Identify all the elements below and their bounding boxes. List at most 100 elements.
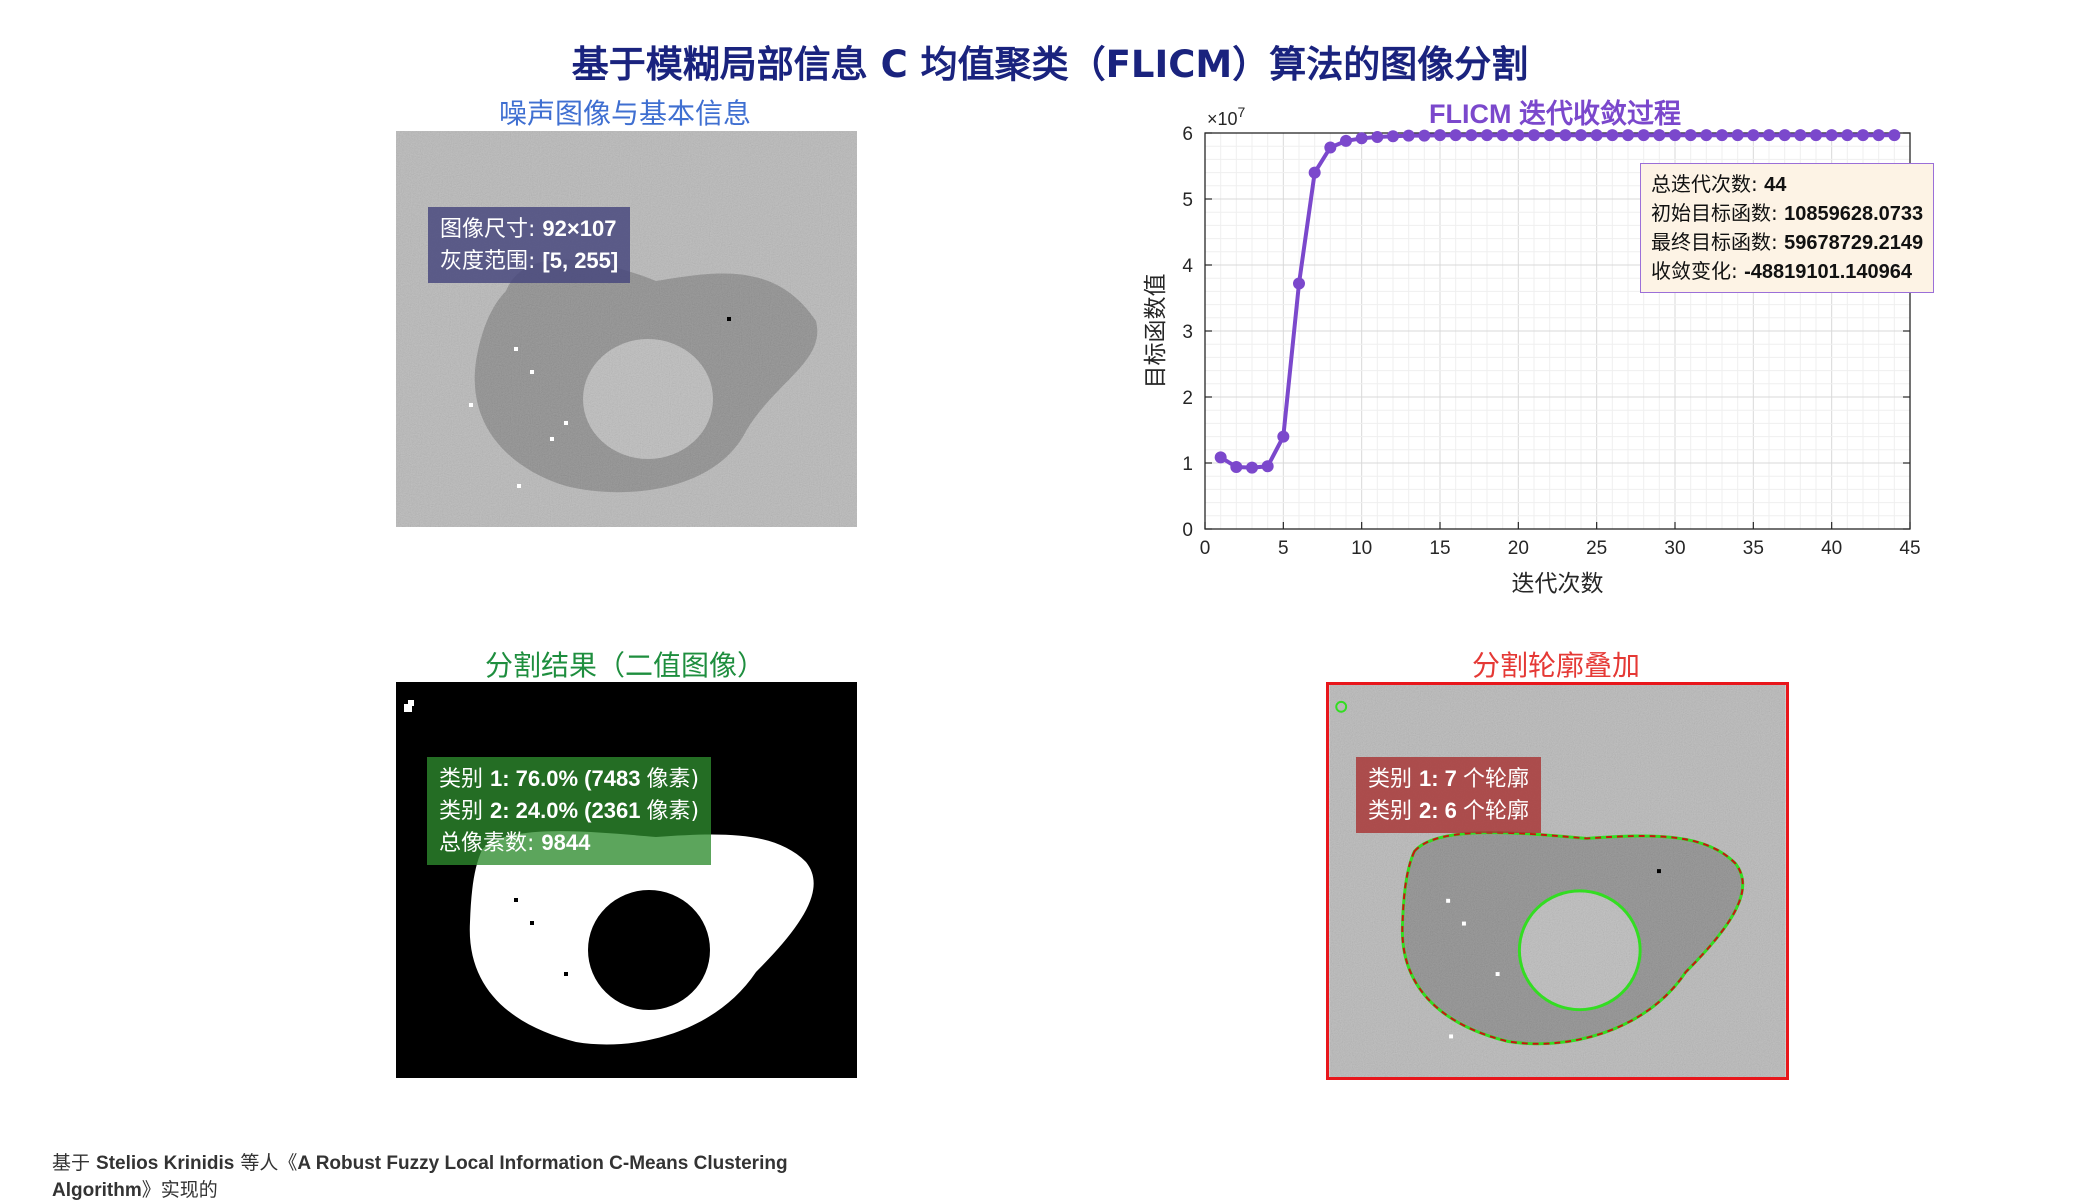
info-value: 44	[1764, 174, 1787, 196]
info-value: -48819101.140964	[1744, 261, 1913, 283]
y-tick-label: 3	[1182, 322, 1193, 343]
data-point	[1653, 129, 1666, 142]
data-point	[1606, 129, 1619, 142]
data-point	[1841, 129, 1854, 142]
data-point	[1214, 451, 1227, 464]
info-label: 类别	[439, 799, 490, 824]
data-point	[1622, 129, 1634, 142]
data-point	[1543, 129, 1556, 142]
data-point	[1872, 129, 1885, 142]
data-point	[1230, 460, 1243, 473]
x-tick-label: 15	[1429, 538, 1450, 559]
y-tick-label: 0	[1182, 520, 1193, 541]
info-value: 2: 24.0% (2361	[490, 798, 647, 823]
info-label: 类别	[439, 767, 490, 792]
x-tick-label: 10	[1351, 538, 1372, 559]
info-line-size: 图像尺寸: 92×107	[440, 213, 618, 245]
data-point	[1763, 129, 1775, 142]
x-tick-label: 25	[1586, 538, 1607, 559]
convergence-chart: FLICM 迭代收敛过程 0 5 10 15 20 25 30 35 40 45 0 1 2 3 4 5 6 ×…	[1130, 95, 1970, 605]
data-point	[1778, 129, 1791, 142]
y-tick-label: 2	[1182, 388, 1193, 409]
info-line-class1: 类别 1: 76.0% (7483 像素)	[439, 763, 699, 795]
data-point	[1496, 129, 1509, 142]
y-tick-label: 4	[1182, 256, 1193, 277]
data-point	[1293, 277, 1305, 290]
x-tick-label: 30	[1664, 538, 1685, 559]
footer-mid: 等人《	[234, 1152, 298, 1174]
info-value: 10859628.0733	[1784, 203, 1924, 225]
data-point	[1246, 461, 1258, 474]
noisy-image	[396, 131, 857, 527]
data-point	[1794, 129, 1807, 142]
info-line-final: 最终目标函数: 59678729.2149	[1651, 228, 1923, 257]
data-point	[1747, 129, 1760, 142]
footer-suffix: 》实现的	[141, 1179, 218, 1201]
info-suffix: 个轮廓	[1463, 767, 1530, 792]
info-label: 总迭代次数:	[1651, 172, 1765, 196]
data-point	[1888, 129, 1901, 142]
info-label: 总像素数:	[439, 831, 542, 856]
footer-citation: 基于 Stelios Krinidis 等人《A Robust Fuzzy Lo…	[52, 1150, 872, 1204]
data-point	[1716, 129, 1728, 142]
info-line-range: 灰度范围: [5, 255]	[440, 245, 618, 277]
info-line-total: 总像素数: 9844	[439, 827, 699, 859]
data-point	[1684, 129, 1697, 142]
info-suffix: 个轮廓	[1463, 799, 1530, 824]
info-line-class1: 类别 1: 7 个轮廓	[1368, 763, 1529, 795]
info-line-initial: 初始目标函数: 10859628.0733	[1651, 199, 1923, 228]
info-value: 59678729.2149	[1784, 232, 1924, 254]
data-point	[1449, 129, 1462, 142]
chart-title: FLICM 迭代收敛过程	[1429, 98, 1681, 129]
data-point	[1590, 129, 1603, 142]
info-value: 1: 76.0% (7483	[490, 766, 647, 791]
data-point	[1324, 141, 1337, 154]
footer-authors: Stelios Krinidis	[96, 1153, 235, 1174]
data-point	[1731, 129, 1744, 142]
data-point	[1528, 129, 1540, 142]
data-point	[1402, 129, 1415, 142]
class1-contour	[1401, 831, 1744, 1045]
data-point	[1512, 129, 1525, 142]
binary-info-box: 类别 1: 76.0% (7483 像素) 类别 2: 24.0% (2361 …	[427, 757, 712, 865]
y-tick-label: 6	[1182, 124, 1193, 145]
data-point	[1481, 129, 1493, 142]
overlay-info-box: 类别 1: 7 个轮廓 类别 2: 6 个轮廓	[1356, 757, 1542, 833]
info-value: 92×107	[542, 216, 617, 241]
info-suffix: 像素)	[646, 799, 700, 824]
binary-image	[396, 682, 857, 1078]
info-line-class2: 类别 2: 6 个轮廓	[1368, 795, 1529, 827]
data-point	[1418, 129, 1431, 142]
overlay-panel-title: 分割轮廓叠加	[1471, 649, 1640, 682]
x-tick-label: 45	[1899, 538, 1920, 559]
data-point	[1465, 129, 1478, 142]
x-tick-label: 5	[1278, 538, 1289, 559]
page-title: 基于模糊局部信息 C 均值聚类（FLICM）算法的图像分割	[571, 43, 1529, 86]
info-label: 灰度范围:	[440, 249, 543, 274]
noisy-info-box: 图像尺寸: 92×107 灰度范围: [5, 255]	[428, 207, 631, 283]
info-line-iterations: 总迭代次数: 44	[1651, 170, 1923, 199]
info-value: 2: 6	[1419, 798, 1464, 823]
info-line-change: 收敛变化: -48819101.140964	[1651, 257, 1923, 286]
y-axis-label: 目标函数值	[1143, 274, 1169, 389]
info-label: 最终目标函数:	[1651, 230, 1785, 254]
info-suffix: 像素)	[646, 767, 700, 792]
data-point	[1434, 129, 1446, 142]
info-label: 类别	[1368, 799, 1419, 824]
footer-prefix: 基于	[52, 1152, 97, 1174]
data-point	[1355, 132, 1368, 145]
info-label: 图像尺寸:	[440, 217, 543, 242]
data-point	[1810, 129, 1822, 142]
data-point	[1669, 129, 1681, 142]
data-point	[1308, 166, 1321, 179]
data-point	[1277, 430, 1290, 443]
data-point	[1825, 129, 1838, 142]
info-value: 1: 7	[1419, 766, 1464, 791]
data-point	[1575, 129, 1587, 142]
info-label: 初始目标函数:	[1651, 201, 1785, 225]
noisy-panel-title: 噪声图像与基本信息	[498, 97, 751, 130]
binary-panel-title: 分割结果（二值图像）	[484, 649, 765, 682]
inner-contour	[1517, 889, 1642, 1012]
x-tick-label: 35	[1743, 538, 1764, 559]
info-line-class2: 类别 2: 24.0% (2361 像素)	[439, 795, 699, 827]
